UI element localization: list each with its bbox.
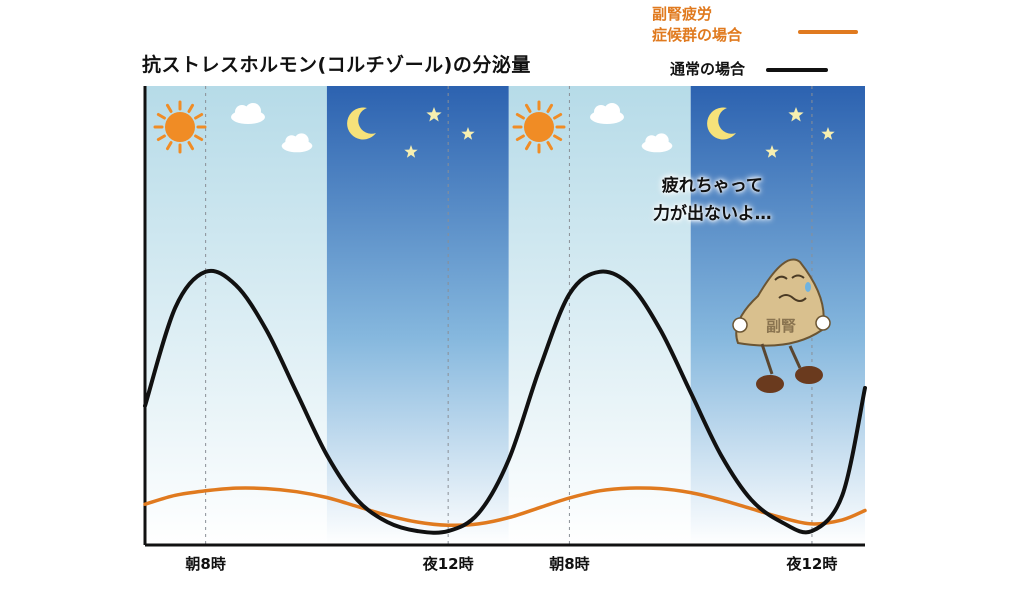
series-line-adrenal-fatigue [143, 486, 867, 528]
x-tick-label: 夜12時 [422, 555, 474, 573]
mascot-leg [760, 343, 774, 375]
sun-icon [153, 100, 207, 154]
mascot-mouth [778, 294, 807, 302]
chart-title: 抗ストレスホルモン(コルチゾール)の分泌量 [142, 54, 531, 76]
legend-adrenal-label-line2: 症候群の場合 [652, 26, 743, 44]
mascot-eye [791, 274, 805, 279]
mascot-label: 副腎 [766, 317, 796, 335]
cloud-icon [281, 133, 313, 153]
x-tick-label: 夜12時 [786, 555, 838, 573]
mascot-leg [788, 345, 802, 369]
mascot-sweat-drop [805, 282, 811, 292]
moon-icon [707, 107, 736, 140]
band-night-1 [326, 86, 509, 545]
legend-adrenal-fatigue: 副腎疲労 症候群の場合 [652, 4, 858, 46]
series-line-normal [143, 268, 867, 535]
star-icon [788, 107, 804, 122]
cloud-icon [641, 133, 673, 153]
star-icon [461, 127, 475, 140]
star-icon [821, 127, 835, 140]
legend-normal-label: 通常の場合 [670, 60, 746, 78]
mascot-eye [774, 275, 788, 281]
x-tick-label: 朝8時 [549, 555, 590, 573]
mascot-shoe [795, 366, 823, 384]
character-speech-bubble: 疲れちゃって 力が出ないよ… [653, 172, 772, 228]
adrenal-character-illustration: 副腎 [732, 258, 831, 393]
speech-line-1: 疲れちゃって [661, 176, 763, 196]
cloud-icon [590, 103, 624, 124]
star-icon [426, 107, 442, 122]
legend-normal: 通常の場合 [670, 59, 829, 80]
mascot-hand [815, 315, 831, 331]
band-day-2 [508, 86, 691, 545]
legend-normal-swatch [766, 67, 829, 72]
mascot-shoe [756, 375, 784, 393]
speech-line-2: 力が出ないよ… [653, 204, 772, 224]
sun-icon [512, 100, 566, 154]
moon-icon [347, 107, 376, 140]
star-icon [765, 145, 779, 158]
band-day-0 [145, 86, 327, 545]
legend-adrenal-label-line1: 副腎疲労 [652, 5, 713, 23]
cloud-icon [231, 103, 265, 124]
legend-adrenal-swatch [798, 30, 858, 34]
legend-adrenal-label: 副腎疲労 症候群の場合 [652, 4, 742, 46]
star-icon [404, 145, 418, 158]
x-tick-label: 朝8時 [185, 555, 226, 573]
mascot-hand [732, 317, 748, 333]
